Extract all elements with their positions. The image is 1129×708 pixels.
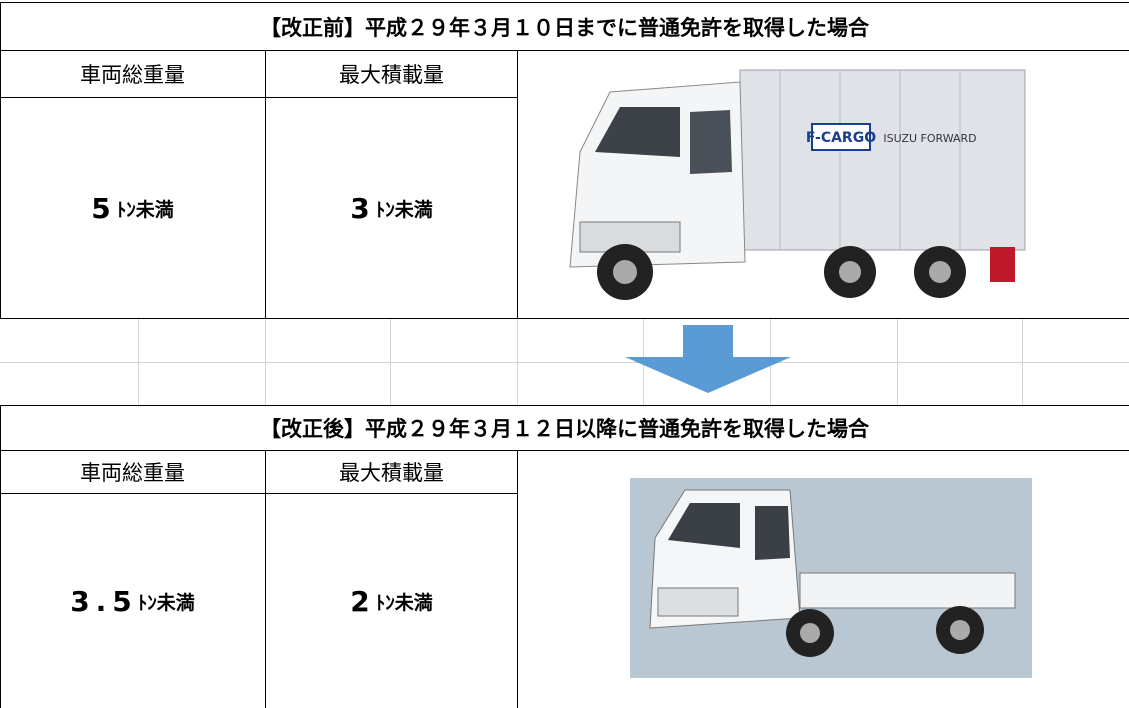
value-unit: ﾄﾝ未満 — [137, 591, 195, 614]
table-title: 【改正前】平成２９年３月１０日までに普通免許を取得した場合 — [260, 15, 869, 40]
grid-line — [138, 318, 139, 405]
down-arrow — [625, 325, 791, 393]
border — [517, 50, 518, 318]
grid-line — [265, 318, 266, 405]
truck-image: F-CARGO ISUZU FORWARD — [569, 69, 1026, 300]
value-unit: ﾄﾝ未満 — [375, 198, 433, 221]
value-unit: ﾄﾝ未満 — [375, 591, 433, 614]
value: 3 ﾄﾝ未満 — [266, 98, 517, 318]
truck-logo: F-CARGO — [806, 130, 876, 146]
border — [265, 450, 266, 708]
grid-line — [390, 318, 391, 405]
border — [0, 450, 1129, 451]
value-number: 5 — [91, 191, 117, 225]
header: 最大積載量 — [339, 63, 444, 87]
value: 5 ﾄﾝ未満 — [0, 98, 265, 318]
border — [0, 97, 517, 98]
value-number: 2 — [350, 584, 376, 618]
header: 車両総重量 — [80, 63, 185, 87]
border — [0, 2, 1, 318]
border — [0, 493, 517, 494]
border — [265, 50, 266, 318]
border — [0, 2, 1129, 3]
border — [0, 318, 1129, 319]
header: 最大積載量 — [339, 461, 444, 485]
grid-line — [1022, 318, 1023, 405]
value-unit: ﾄﾝ未満 — [116, 198, 174, 221]
value-number: 3.5 — [70, 584, 138, 618]
border — [0, 405, 1129, 406]
grid-line — [517, 318, 518, 405]
truck-logo: ISUZU FORWARD — [883, 132, 976, 145]
value: 2 ﾄﾝ未満 — [266, 494, 517, 708]
border — [0, 405, 1, 708]
border — [0, 50, 1129, 51]
truck-image — [630, 478, 1032, 678]
value: 3.5 ﾄﾝ未満 — [0, 494, 265, 708]
grid-line — [0, 362, 1129, 363]
table-title: 【改正後】平成２９年３月１２日以降に普通免許を取得した場合 — [260, 417, 869, 441]
grid-line — [897, 318, 898, 405]
value-number: 3 — [350, 191, 376, 225]
border — [517, 450, 518, 708]
header: 車両総重量 — [80, 461, 185, 485]
